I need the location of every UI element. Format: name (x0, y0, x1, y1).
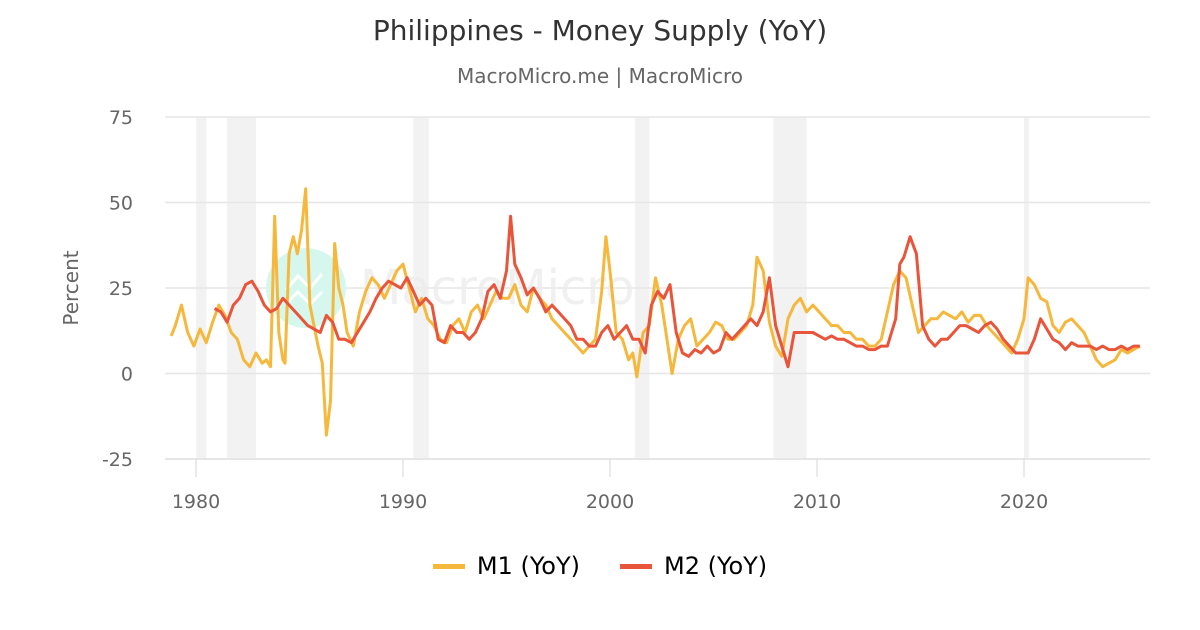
y-tick-label: 50 (109, 193, 133, 215)
y-tick-label: 25 (109, 278, 133, 300)
legend-label-m1: M1 (YoY) (476, 552, 580, 580)
series-line-m1[interactable] (169, 187, 1141, 437)
y-tick-label: -25 (102, 449, 133, 471)
watermark: MacroMicro (266, 248, 634, 328)
legend-item-m1[interactable]: M1 (YoY) (432, 552, 580, 580)
legend-swatch-m1-icon (432, 563, 465, 569)
x-tick-label: 2000 (586, 491, 634, 513)
legend-item-m2[interactable]: M2 (YoY) (620, 552, 767, 580)
chart-title: Philippines - Money Supply (YoY) (372, 14, 828, 47)
chart-subtitle: MacroMicro.me | MacroMicro (457, 64, 743, 88)
x-tick-label: 1990 (379, 491, 427, 513)
x-tick-label: 2010 (793, 491, 841, 513)
x-axis: 1980 1990 2000 2010 2020 (172, 459, 1048, 513)
legend-swatch-m2-icon (620, 563, 652, 569)
series-line-m2[interactable] (213, 214, 1140, 369)
y-tick-label: 75 (109, 107, 133, 129)
legend-label-m2: M2 (YoY) (664, 552, 768, 580)
y-axis: 75 50 25 0 -25 (102, 107, 133, 471)
watermark-logo-mark-icon (284, 273, 324, 291)
y-axis-label: Percent (59, 250, 83, 325)
x-tick-label: 1980 (172, 491, 220, 513)
x-tick-label: 2020 (1000, 491, 1048, 513)
y-tick-label: 0 (121, 364, 133, 386)
legend: M1 (YoY) M2 (YoY) (0, 552, 1200, 580)
